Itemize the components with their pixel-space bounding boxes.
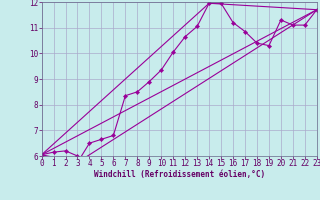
X-axis label: Windchill (Refroidissement éolien,°C): Windchill (Refroidissement éolien,°C) bbox=[94, 170, 265, 179]
